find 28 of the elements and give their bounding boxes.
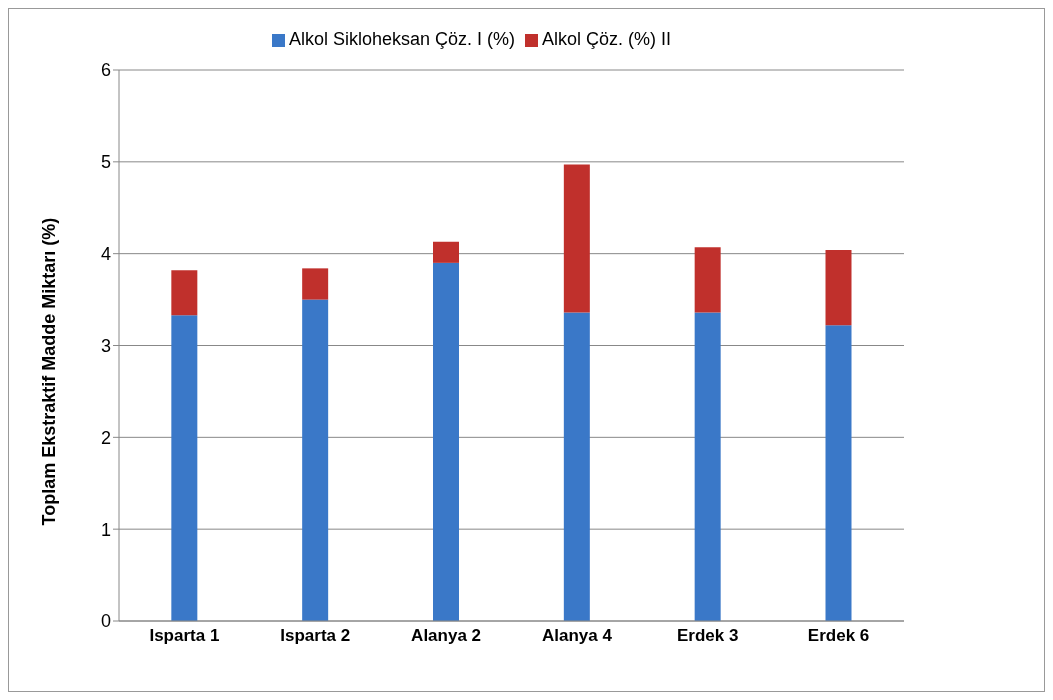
bar bbox=[563, 164, 590, 313]
y-tick-label: 6 bbox=[100, 60, 111, 81]
x-tick-label: Alanya 2 bbox=[411, 626, 482, 646]
x-tick-label: Erdek 6 bbox=[807, 626, 870, 646]
x-tick-label: Alanya 4 bbox=[541, 626, 613, 646]
legend-label: Alkol Çöz. (%) II bbox=[542, 29, 672, 49]
y-tick-label: 0 bbox=[100, 611, 111, 632]
bar bbox=[171, 315, 198, 621]
bar bbox=[302, 268, 329, 300]
bar bbox=[433, 241, 459, 263]
bar bbox=[825, 249, 852, 326]
y-tick-label: 1 bbox=[100, 519, 111, 540]
y-axis-title: Toplam Ekstraktif Madde Miktarı (%) bbox=[39, 217, 60, 526]
x-tick-label: Isparta 1 bbox=[149, 626, 220, 646]
bar bbox=[694, 247, 721, 313]
y-tick-label: 4 bbox=[100, 244, 111, 265]
bar bbox=[694, 312, 721, 621]
bar bbox=[171, 270, 198, 316]
legend-label: Alkol Sikloheksan Çöz. I (%) bbox=[288, 29, 516, 49]
x-tick-label: Isparta 2 bbox=[280, 626, 351, 646]
bar bbox=[433, 262, 459, 621]
x-tick-label: Erdek 3 bbox=[677, 626, 739, 646]
bar bbox=[563, 312, 590, 621]
y-tick-label: 3 bbox=[100, 335, 111, 356]
y-tick-label: 5 bbox=[100, 152, 111, 173]
y-tick-label: 2 bbox=[100, 427, 111, 448]
bar bbox=[302, 299, 329, 621]
bar bbox=[825, 325, 852, 621]
